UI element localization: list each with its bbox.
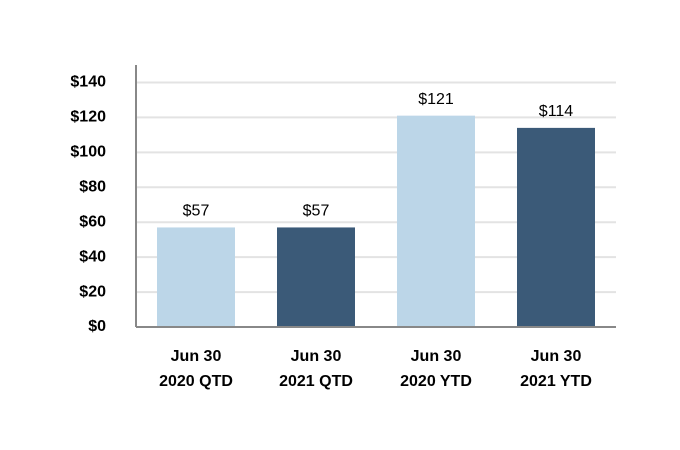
x-tick-label: Jun 30 2020 YTD <box>400 348 472 390</box>
y-tick-label: $120 <box>70 109 106 126</box>
y-tick-label: $100 <box>70 144 106 161</box>
x-tick-label: Jun 30 2020 QTD <box>159 348 233 390</box>
x-tick-label: Jun 30 2021 YTD <box>520 348 592 390</box>
value-label: $57 <box>303 203 330 220</box>
value-label: $57 <box>183 203 210 220</box>
bar <box>277 227 355 327</box>
x-tick-label: Jun 30 2021 QTD <box>279 348 353 390</box>
bar <box>157 227 235 327</box>
value-label: $114 <box>539 103 574 120</box>
y-tick-label: $60 <box>79 213 106 230</box>
bar <box>397 115 475 327</box>
y-tick-label: $20 <box>79 283 106 300</box>
y-tick-label: $140 <box>70 74 106 91</box>
value-label: $121 <box>418 91 454 108</box>
y-tick-label: $80 <box>79 178 106 195</box>
y-tick-label: $0 <box>88 318 106 335</box>
y-tick-label: $40 <box>79 248 106 265</box>
bar <box>517 127 595 327</box>
